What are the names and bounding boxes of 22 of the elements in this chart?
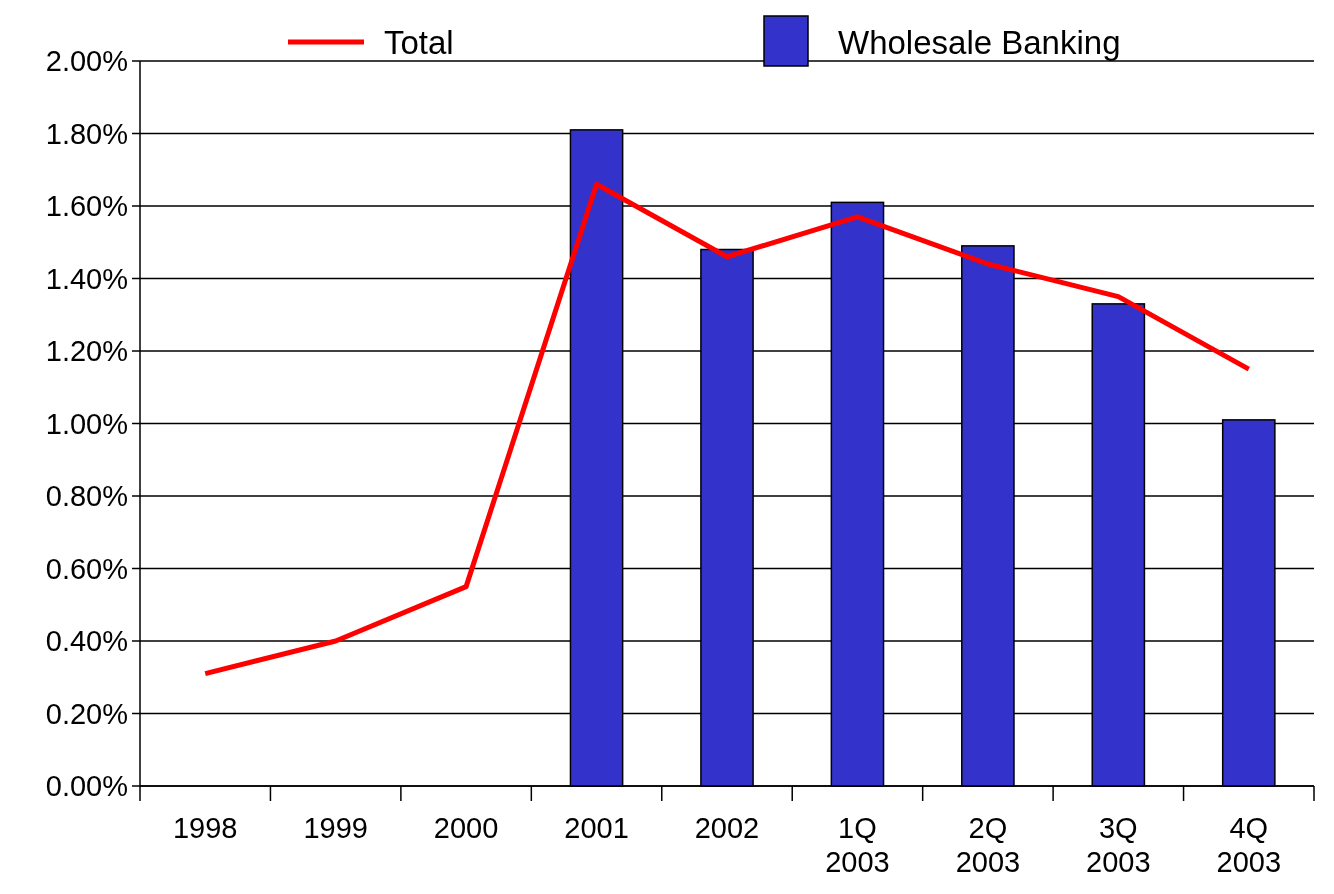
x-tick-label: 3Q 2003 [1086, 812, 1151, 878]
legend-label: Total [384, 23, 454, 61]
y-tick-label: 1.40% [45, 262, 128, 295]
y-tick-label: 0.00% [45, 770, 128, 803]
x-tick-label: 1999 [303, 812, 368, 844]
y-tick-label: 2.00% [45, 45, 128, 78]
y-tick-label: 1.20% [45, 335, 128, 368]
y-tick-label: 0.80% [45, 480, 128, 513]
x-tick-label: 2002 [694, 812, 760, 844]
y-tick-label: 0.20% [45, 697, 128, 730]
y-tick-label: 0.40% [45, 625, 128, 658]
x-tick-label: 2Q 2003 [955, 812, 1021, 878]
x-tick-label: 4Q 2003 [1216, 812, 1282, 878]
x-tick-label: 2000 [433, 812, 499, 844]
y-tick-label: 1.00% [45, 407, 128, 440]
y-tick-label: 1.80% [45, 117, 128, 150]
x-tick-label: 2001 [564, 812, 629, 844]
x-tick-label: 1Q 2003 [825, 812, 890, 878]
legend-label: Wholesale Banking [838, 23, 1121, 61]
y-tick-label: 1.60% [45, 190, 128, 223]
x-tick-label: 1998 [172, 812, 238, 844]
y-tick-label: 0.60% [45, 552, 128, 585]
